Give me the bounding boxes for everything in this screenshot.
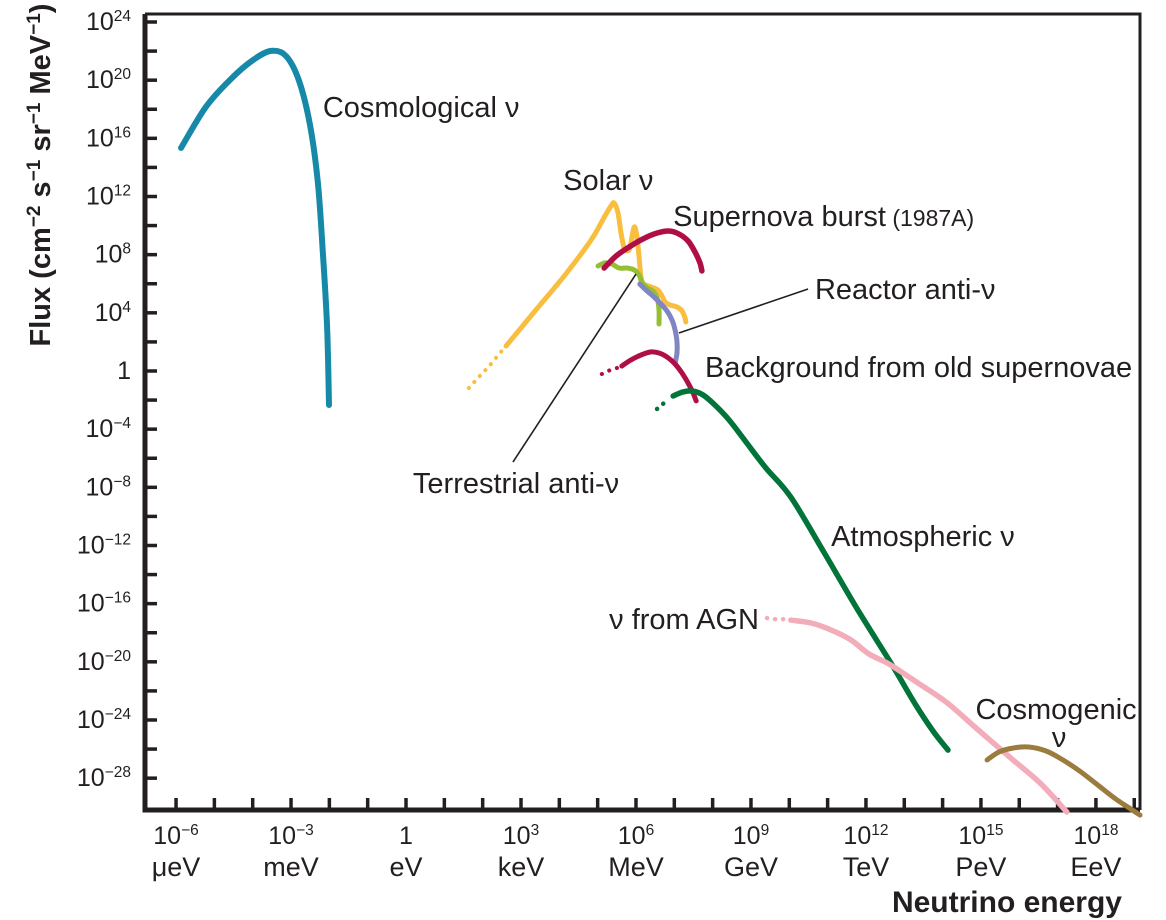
annotation-atmospheric: Atmospheric ν [831, 521, 1015, 553]
tick-label: 1 [117, 357, 131, 385]
y-tick-labels: 1024 1020 1016 1012 108 104 1 10−4 10−8 10−12 10−1… [77, 8, 131, 792]
tick-label: 103 [503, 822, 539, 850]
x-axis-title: Neutrino energy [891, 886, 1122, 919]
tick-label: 106 [618, 822, 654, 850]
tick-label: 109 [733, 822, 769, 850]
tick-label: 10−3 [268, 822, 314, 850]
x-unit-label: EeV [1070, 852, 1121, 882]
tick-label: 10−6 [153, 822, 199, 850]
tick-label: 10−8 [86, 473, 132, 501]
annotation-cosmological: Cosmological ν [323, 92, 520, 124]
x-unit-label: eV [389, 852, 422, 882]
cosmogenic-curve [984, 744, 1143, 818]
atmospheric-curve-dotted [654, 396, 672, 412]
tick-label: 1016 [86, 124, 131, 152]
x-unit-label: PeV [955, 852, 1006, 882]
terrestrial-leader [512, 273, 637, 463]
reactor-curve [637, 281, 680, 366]
tick-label: 1024 [86, 8, 131, 36]
annotation-terrestrial: Terrestrial anti-ν [413, 468, 619, 500]
x-unit-label: keV [498, 852, 545, 882]
old-supernovae-curve [619, 349, 699, 404]
spectrum-curves [178, 47, 1143, 818]
cosmological-curve [178, 47, 332, 408]
annotation-solar: Solar ν [563, 165, 653, 197]
annotation-cosmogenic: Cosmogenic [975, 694, 1136, 726]
tick-label: 104 [95, 299, 132, 327]
annotation-supernova-burst: Supernova burst (1987A) [673, 201, 974, 233]
solar-curve [503, 200, 689, 349]
tick-label: 10−24 [77, 706, 131, 734]
tick-label: 10−4 [86, 415, 132, 443]
tick-label: 1020 [86, 66, 131, 94]
x-unit-label: TeV [843, 852, 890, 882]
tick-label: 10−12 [77, 531, 131, 559]
old-supernovae-curve-dotted [599, 364, 622, 377]
axis-top-right [145, 12, 1142, 810]
reactor-leader [678, 288, 809, 334]
plot-frame [142, 12, 1142, 813]
annotation-agn: ν from AGN [609, 604, 759, 636]
tick-label: 1015 [958, 822, 1003, 850]
tick-label: 10−20 [77, 648, 131, 676]
x-unit-label: meV [263, 852, 319, 882]
axis-left-bottom [142, 14, 1140, 813]
tick-label: 10−16 [77, 590, 131, 618]
tick-label: 1012 [86, 182, 131, 210]
y-axis-title: Flux (cm−2 s−1 sr−1 MeV−1) [24, 4, 57, 347]
annotation-cosmogenic-nu: ν [1052, 722, 1067, 754]
tick-label: 1018 [1073, 822, 1118, 850]
tick-label: 1012 [843, 822, 888, 850]
x-unit-label: MeV [608, 852, 664, 882]
axis-ticks [145, 20, 1137, 810]
solar-curve-dotted [466, 344, 509, 391]
tick-label: 1 [399, 822, 413, 850]
x-unit-label: μeV [152, 852, 201, 882]
supernova-burst-curve [601, 228, 705, 274]
tick-label: 10−28 [77, 764, 131, 792]
atmospheric-curve [670, 388, 951, 753]
agn-curve [788, 617, 1070, 815]
tick-label: 108 [95, 241, 131, 269]
annotation-reactor: Reactor anti-ν [815, 274, 996, 306]
annotation-old-supernovae: Background from old supernovae [705, 352, 1132, 384]
agn-curve-dotted [764, 615, 792, 623]
x-unit-label: GeV [724, 852, 778, 882]
